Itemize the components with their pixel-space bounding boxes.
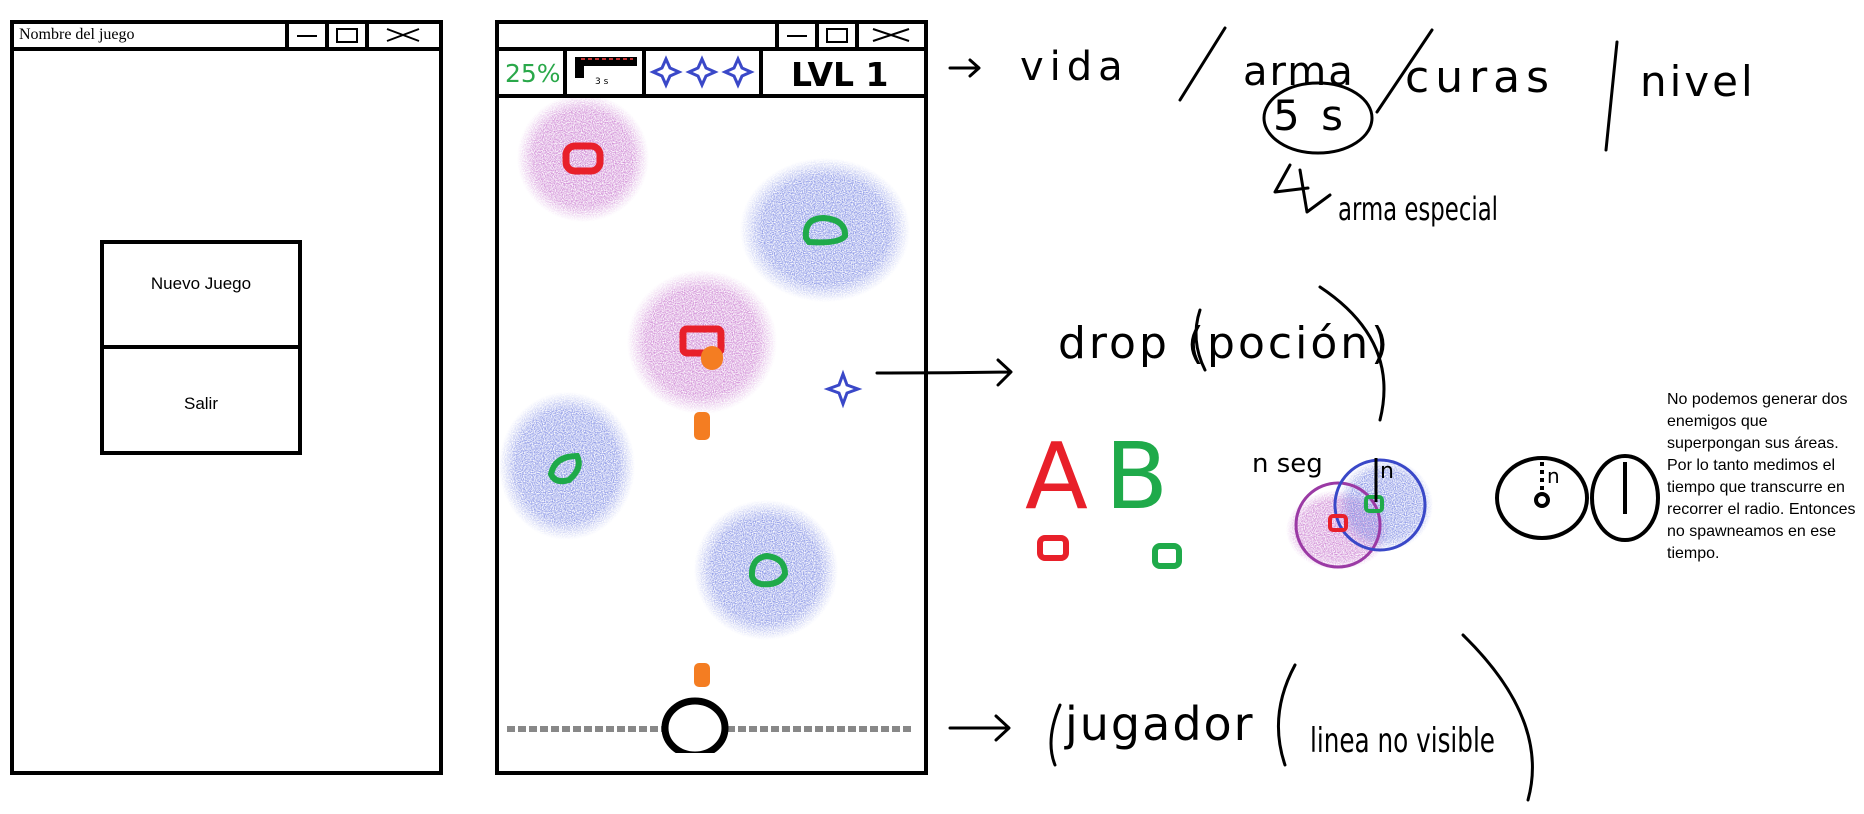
close-icon (872, 28, 910, 42)
player-projectile (694, 663, 710, 687)
bracket (1276, 663, 1297, 767)
game-playfield (499, 98, 911, 753)
separator (1604, 40, 1619, 152)
exit-button[interactable]: Salir (100, 345, 302, 455)
highlight-circle (1262, 81, 1374, 155)
close-button[interactable] (855, 24, 924, 47)
enemy-a-1 (517, 98, 649, 222)
close-button[interactable] (365, 24, 439, 47)
heal-icon (685, 55, 719, 89)
enemy-b-2 (499, 392, 635, 540)
separator (1178, 26, 1227, 102)
separator (1375, 28, 1434, 114)
arrow-icon (1273, 163, 1332, 214)
close-icon (386, 28, 420, 42)
menu-window: Nombre del juego Nuevo Juego Salir (10, 20, 443, 775)
heal-icon (721, 55, 755, 89)
enemy-a-icon (1037, 535, 1069, 561)
bracket (1194, 308, 1207, 372)
hud-life: 25% (499, 51, 567, 94)
player (661, 697, 729, 753)
enemy-projectile (694, 412, 710, 440)
life-value: 25% (505, 59, 561, 88)
label-radius: n (1547, 464, 1560, 488)
enemy-projectile (701, 346, 723, 370)
enemy-b-1 (740, 158, 910, 302)
arrow-icon (948, 58, 981, 78)
label-enemy-a: A (1025, 423, 1088, 530)
label-jugador: jugador (1064, 697, 1255, 751)
new-game-button[interactable]: Nuevo Juego (100, 240, 302, 349)
spawn-note: No podemos generar dos enemigos que supe… (1667, 391, 1856, 562)
label-vida: vida (1020, 44, 1129, 90)
label-spawn-radius: n (1380, 459, 1394, 484)
hud-weapon: 3 s (567, 51, 646, 94)
label-arma: arma (1243, 49, 1355, 95)
label-spawn-time: n seg (1252, 449, 1323, 479)
game-window-titlebar (499, 24, 924, 51)
label-nivel: nivel (1640, 57, 1756, 106)
minimize-button[interactable] (775, 24, 815, 47)
heals-icons (649, 55, 755, 89)
label-enemy-b: B (1105, 423, 1168, 530)
bracket (1049, 703, 1062, 767)
level-value: LVL 1 (791, 55, 889, 94)
overlap-example (1286, 458, 1433, 570)
radius-diagram (1495, 454, 1660, 542)
minimize-icon (297, 35, 317, 37)
gun-icon: 3 s (575, 57, 637, 87)
maximize-button[interactable] (815, 24, 855, 47)
heal-drop-icon (823, 369, 863, 409)
game-window: 25% 3 s LVL 1 (495, 20, 928, 775)
label-drop: drop (poción) (1058, 318, 1391, 369)
heal-icon (649, 55, 683, 89)
enemy-b-3 (694, 500, 838, 640)
hud-heals (646, 51, 763, 94)
weapon-timer: 3 s (595, 77, 609, 87)
hud-level: LVL 1 (763, 51, 924, 94)
menu-window-title: Nombre del juego (19, 26, 135, 43)
maximize-button[interactable] (325, 24, 365, 47)
bracket (1318, 285, 1386, 422)
maximize-icon (336, 28, 358, 43)
enemy-a-2 (627, 270, 777, 414)
arrow-icon (948, 714, 1011, 742)
bracket (1461, 633, 1534, 802)
label-weapon-time: 5 s (1273, 91, 1347, 140)
maximize-icon (826, 28, 848, 43)
minimize-button[interactable] (285, 24, 325, 47)
label-arma-especial: arma especial (1338, 190, 1498, 228)
label-linea-no-visible: linea no visible (1310, 721, 1495, 761)
enemy-b-icon (1152, 543, 1182, 569)
minimize-icon (787, 35, 807, 37)
menu-window-titlebar: Nombre del juego (14, 24, 439, 51)
label-curas: curas (1405, 52, 1555, 103)
